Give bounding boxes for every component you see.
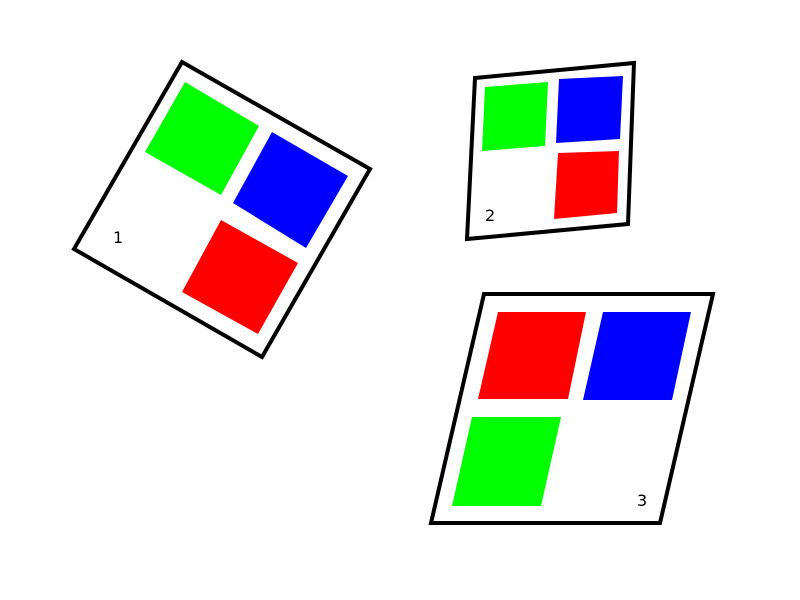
panel-1-tile-bottom-right <box>182 220 298 334</box>
panel-3-label: 3 <box>637 491 647 510</box>
panel-2-tile-top-right <box>556 76 623 143</box>
panel-3-tile-top-right <box>583 312 691 400</box>
panel-3-tile-bottom-left <box>452 417 561 506</box>
panel-2: 2 <box>464 60 637 242</box>
panel-1-label: 1 <box>113 228 123 247</box>
panel-2-tile-top-left <box>482 82 548 151</box>
panel-3: 3 <box>428 292 716 525</box>
panel-3-tile-top-left <box>478 312 586 399</box>
panel-1-tile-top-right <box>233 132 348 248</box>
panel-1-frame <box>71 59 373 360</box>
panel-2-label: 2 <box>485 206 495 225</box>
panel-1: 1 <box>71 59 373 360</box>
panel-2-tile-bottom-right <box>554 151 619 219</box>
panel-1-tile-top-left <box>145 82 259 195</box>
